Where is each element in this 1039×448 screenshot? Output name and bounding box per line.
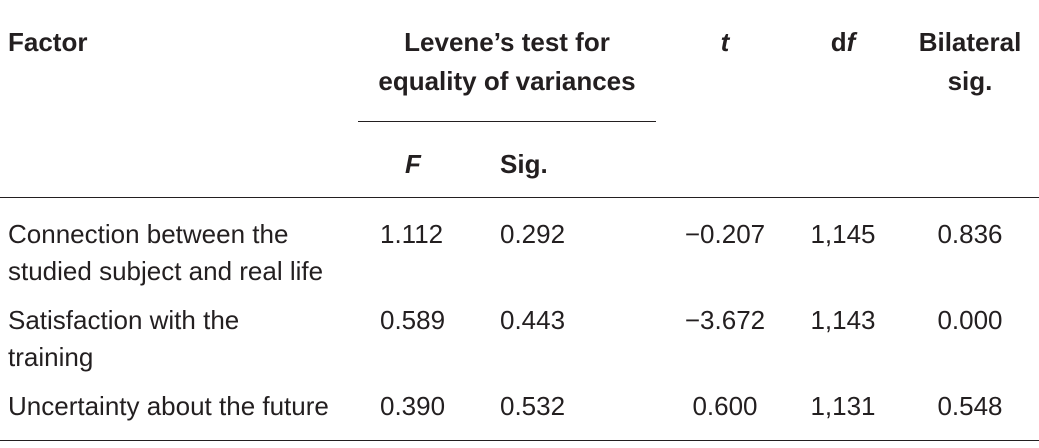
row-2-F: 0.589 <box>380 305 446 335</box>
row-3-df: 1,131 <box>810 391 876 421</box>
row-2-factor-line2: training <box>8 342 94 372</box>
header-bilateral-line2: sig. <box>947 66 993 96</box>
levene-underline <box>358 121 656 122</box>
row-3-F: 0.390 <box>380 391 446 421</box>
row-1-bilateral: 0.836 <box>937 219 1003 249</box>
row-3-bilateral: 0.548 <box>937 391 1003 421</box>
header-levene-line2: equality of variances <box>378 66 636 96</box>
row-1-sig: 0.292 <box>500 219 566 249</box>
row-1-t: −0.207 <box>684 219 766 249</box>
header-df: df <box>808 24 878 60</box>
header-factor: Factor <box>8 27 88 57</box>
row-3-factor-line1: Uncertainty about the future <box>8 391 329 421</box>
header-rule <box>0 197 1039 198</box>
row-2-t: −3.672 <box>684 305 766 335</box>
row-1-factor-line2: studied subject and real life <box>8 256 324 286</box>
row-2-df: 1,143 <box>810 305 876 335</box>
header-df-prefix: d <box>830 27 847 57</box>
row-3-t: 0.600 <box>692 391 758 421</box>
row-2-bilateral: 0.000 <box>937 305 1003 335</box>
header-levene-line1: Levene’s test for <box>404 27 610 57</box>
row-2-factor-line1: Satisfaction with the <box>8 305 240 335</box>
row-3-sig: 0.532 <box>500 391 566 421</box>
row-1-factor-line1: Connection between the <box>8 219 289 249</box>
bottom-rule <box>0 440 1039 441</box>
header-df-italic: f <box>846 27 856 57</box>
header-F: F <box>405 149 421 179</box>
row-2-sig: 0.443 <box>500 305 566 335</box>
row-1-df: 1,145 <box>810 219 876 249</box>
row-1-F: 1.112 <box>380 219 444 249</box>
header-t: t <box>720 27 730 57</box>
header-bilateral-line1: Bilateral <box>918 27 1022 57</box>
header-sig: Sig. <box>500 149 548 179</box>
